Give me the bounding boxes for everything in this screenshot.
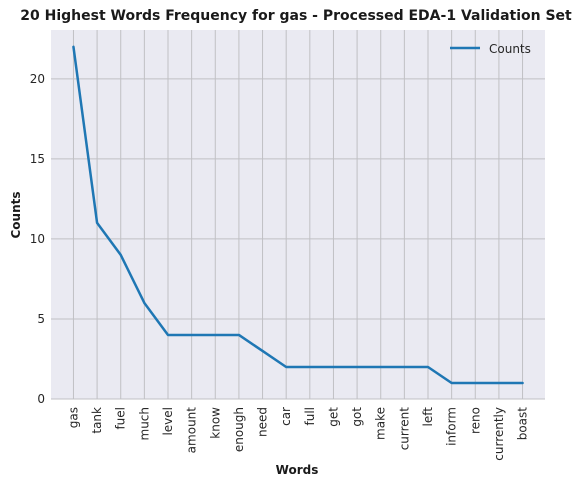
plot-area (51, 30, 545, 399)
y-axis-ticks: 0 5 10 15 20 (30, 72, 45, 406)
x-tick-label: get (326, 407, 340, 427)
x-tick-label: know (208, 407, 222, 439)
legend[interactable]: Counts (450, 42, 531, 56)
x-tick-label: inform (445, 407, 459, 446)
y-tick-label: 15 (30, 152, 45, 166)
x-axis-label: Words (276, 463, 319, 477)
x-tick-label: got (350, 407, 364, 427)
y-tick-label: 20 (30, 72, 45, 86)
x-tick-label: much (137, 407, 151, 441)
x-tick-label: enough (232, 407, 246, 452)
y-tick-label: 10 (30, 232, 45, 246)
y-tick-label: 5 (37, 312, 45, 326)
legend-label-counts: Counts (489, 42, 531, 56)
x-tick-label: reno (468, 407, 482, 434)
x-tick-label: make (374, 407, 388, 440)
y-axis-label: Counts (9, 191, 23, 238)
x-tick-label: left (421, 407, 435, 427)
x-tick-label: full (303, 407, 317, 426)
x-axis-ticks: gas tank fuel much level amount know enough need… (66, 407, 529, 461)
grid-lines (51, 30, 545, 400)
x-tick-label: level (161, 407, 175, 436)
x-tick-label: car (279, 407, 293, 426)
x-tick-label: current (397, 407, 411, 451)
series-layer (72, 45, 524, 385)
x-tick-label: need (256, 407, 270, 437)
series-line-counts (72, 45, 524, 385)
x-tick-label: fuel (114, 407, 128, 430)
chart-title: 20 Highest Words Frequency for gas - Pro… (20, 8, 572, 24)
y-tick-label: 0 (37, 392, 45, 406)
x-tick-label: gas (66, 407, 80, 428)
x-tick-label: tank (90, 407, 104, 434)
x-tick-label: boast (516, 407, 530, 441)
x-tick-label: amount (185, 407, 199, 454)
x-tick-label: currently (492, 407, 506, 461)
